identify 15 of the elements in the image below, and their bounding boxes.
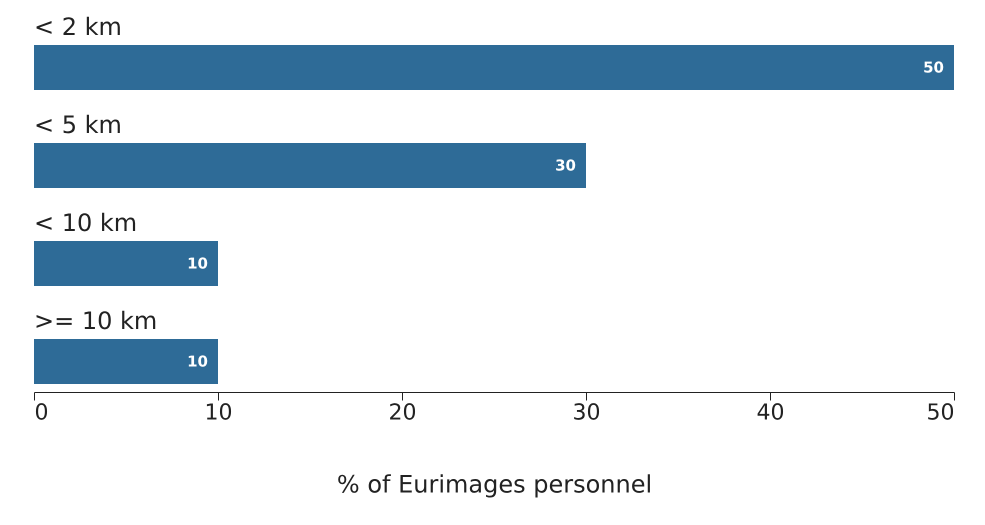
x-tick-label: 30 [572,400,600,426]
y-tick-label: < 10 km [34,209,138,237]
y-tick-label: >= 10 km [34,307,158,335]
y-tick-label: < 2 km [34,13,122,41]
x-tick-label: 50 [926,400,954,426]
data-label: 50 [923,58,944,76]
x-tick-label: 0 [34,400,48,426]
x-tick-label: 40 [756,400,784,426]
x-axis-title: % of Eurimages personnel [336,470,652,498]
x-tick-label: 20 [388,400,416,426]
data-label: 30 [555,156,576,174]
data-label: 10 [187,352,208,370]
x-tick-label: 10 [204,400,232,426]
y-tick-label: < 5 km [34,111,122,139]
data-label: 10 [187,254,208,272]
